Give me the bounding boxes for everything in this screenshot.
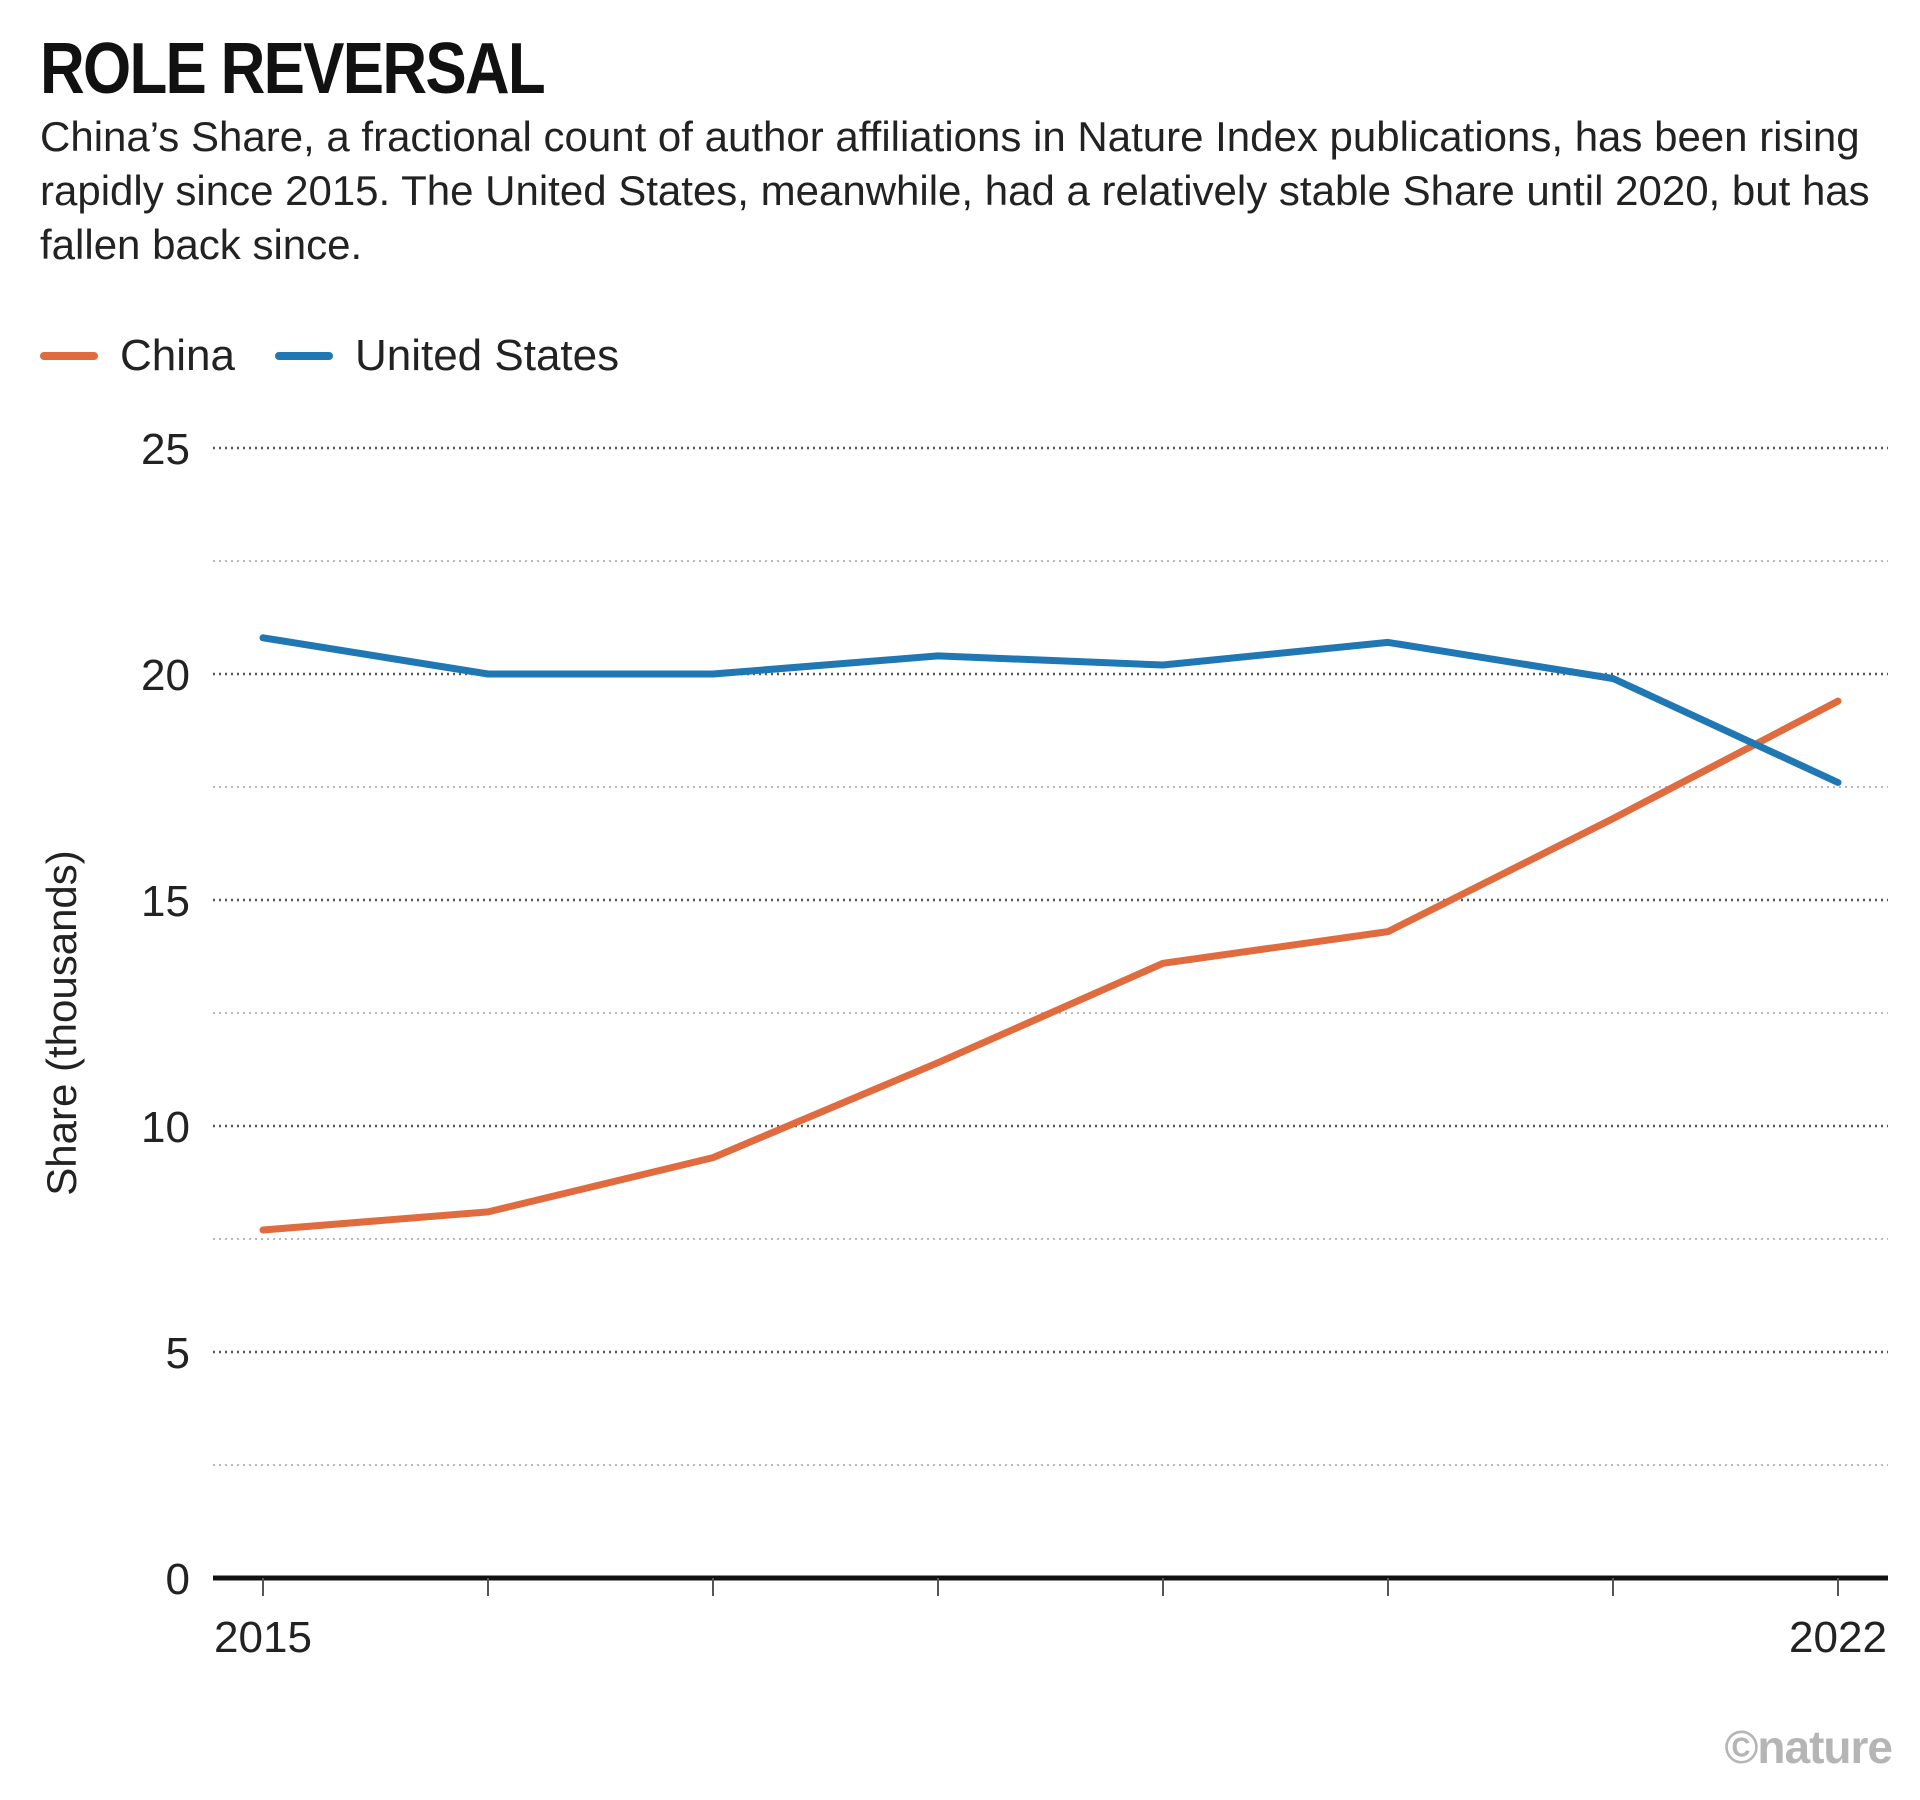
chart-title: ROLE REVERSAL — [40, 29, 546, 109]
nature-watermark: ©nature — [1724, 1721, 1893, 1773]
y-tick-label: 15 — [141, 877, 190, 926]
y-axis-label: Share (thousands) — [38, 850, 85, 1196]
chart-legend: China United States — [40, 328, 659, 384]
y-tick-label: 0 — [166, 1555, 190, 1604]
legend-item-china: China — [40, 331, 235, 381]
series-line-united-states — [259, 634, 1842, 786]
legend-swatch-united-states — [274, 352, 333, 360]
x-tick-label: 2015 — [214, 1613, 312, 1662]
y-tick-label: 10 — [141, 1103, 190, 1152]
chart-subtitle: China’s Share, a fractional count of aut… — [40, 113, 1870, 268]
series-line-china — [259, 697, 1842, 1234]
legend-item-united-states: United States — [274, 331, 620, 381]
legend-swatch-china — [40, 352, 98, 360]
x-tick-label: 2022 — [1789, 1613, 1887, 1662]
y-tick-label: 20 — [141, 651, 190, 700]
legend-label-china: China — [120, 331, 235, 380]
y-tick-label: 25 — [141, 425, 190, 474]
legend-label-united-states: United States — [354, 331, 620, 380]
y-tick-label: 5 — [166, 1329, 190, 1378]
